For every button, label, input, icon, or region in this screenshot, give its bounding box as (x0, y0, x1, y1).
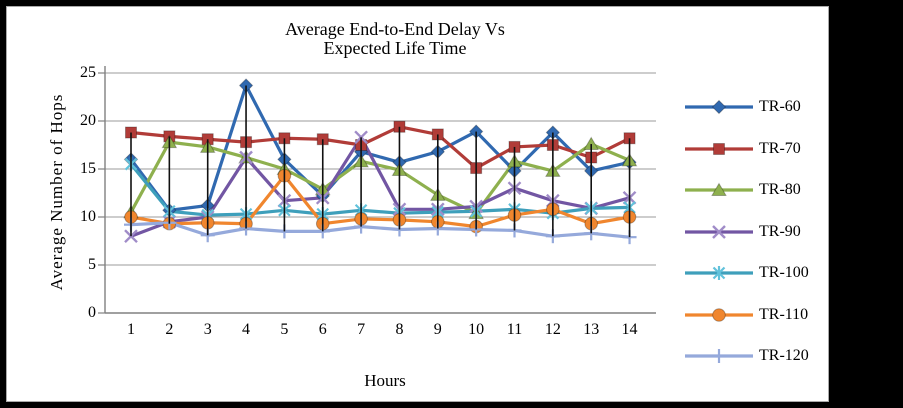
legend-marker-icon (685, 266, 753, 280)
chart-title-line1: Average End-to-End Delay Vs (285, 19, 505, 39)
series-line-TR-90 (129, 135, 632, 238)
legend-marker-icon (685, 99, 753, 115)
marker-asterisk (712, 266, 726, 280)
y-tick-label: 5 (88, 256, 96, 273)
x-tick-label: 10 (468, 321, 485, 338)
x-tick-label: 5 (280, 321, 289, 338)
legend-marker-icon (685, 182, 753, 196)
legend-entry-tr-80: TR-80 (683, 181, 809, 199)
marker-diamond (711, 99, 727, 115)
legend-marker-icon (685, 307, 753, 322)
x-tick-label: 13 (583, 321, 600, 338)
legend-entry-tr-60: TR-60 (683, 98, 809, 116)
marker-triangle (711, 182, 727, 196)
legend-label: TR-110 (759, 305, 809, 323)
legend-label: TR-60 (759, 98, 801, 115)
marker-circle (712, 307, 726, 322)
x-tick-label: 7 (357, 321, 366, 338)
y-tick-label: 10 (80, 208, 96, 225)
series-line-TR-60 (129, 83, 632, 212)
y-tick-label: 0 (88, 304, 96, 321)
x-tick-label: 6 (318, 321, 327, 338)
x-tick-label: 14 (621, 321, 638, 338)
legend-label: TR-80 (759, 181, 801, 198)
chart-panel (6, 6, 829, 402)
legend-entry-tr-90: TR-90 (683, 223, 809, 241)
legend-entry-tr-70: TR-70 (683, 140, 809, 158)
y-tick-label: 20 (80, 112, 96, 129)
x-tick-label: 9 (433, 321, 442, 338)
x-tick-label: 12 (544, 321, 561, 338)
legend-label: TR-100 (759, 264, 809, 281)
series-line-TR-80 (129, 140, 632, 215)
y-tick-label: 25 (80, 64, 96, 81)
x-tick-label: 8 (395, 321, 404, 338)
legend-marker-icon (685, 349, 753, 363)
legend-marker-icon (685, 224, 753, 239)
y-tick-label: 15 (80, 160, 96, 177)
legend-marker-icon (685, 142, 753, 155)
x-tick-label: 11 (506, 321, 523, 338)
x-tick-label: 1 (127, 321, 135, 338)
chart-legend: TR-60 TR-70 TR-80 TR-90 TR-100 TR-110 TR-120 (683, 98, 809, 365)
x-tick-label: 2 (165, 321, 174, 338)
legend-label: TR-70 (759, 139, 801, 157)
series-line-TR-100 (129, 162, 632, 217)
legend-label: TR-120 (759, 347, 809, 364)
legend-entry-tr-110: TR-110 (683, 306, 809, 324)
x-axis-title: Hours (364, 371, 406, 390)
legend-entry-tr-100: TR-100 (683, 264, 809, 282)
chart-title-line2: Expected Life Time (323, 38, 467, 58)
legend-label: TR-90 (759, 222, 801, 240)
chart-title: Average End-to-End Delay Vs Expected Lif… (150, 20, 640, 58)
series-line-TR-70 (129, 125, 632, 170)
x-tick-label: 3 (203, 321, 212, 338)
x-tick-label: 4 (242, 321, 251, 338)
legend-entry-tr-120: TR-120 (683, 347, 809, 365)
series-line-TR-110 (129, 174, 632, 229)
marker-square (713, 142, 725, 155)
marker-x (712, 224, 726, 239)
